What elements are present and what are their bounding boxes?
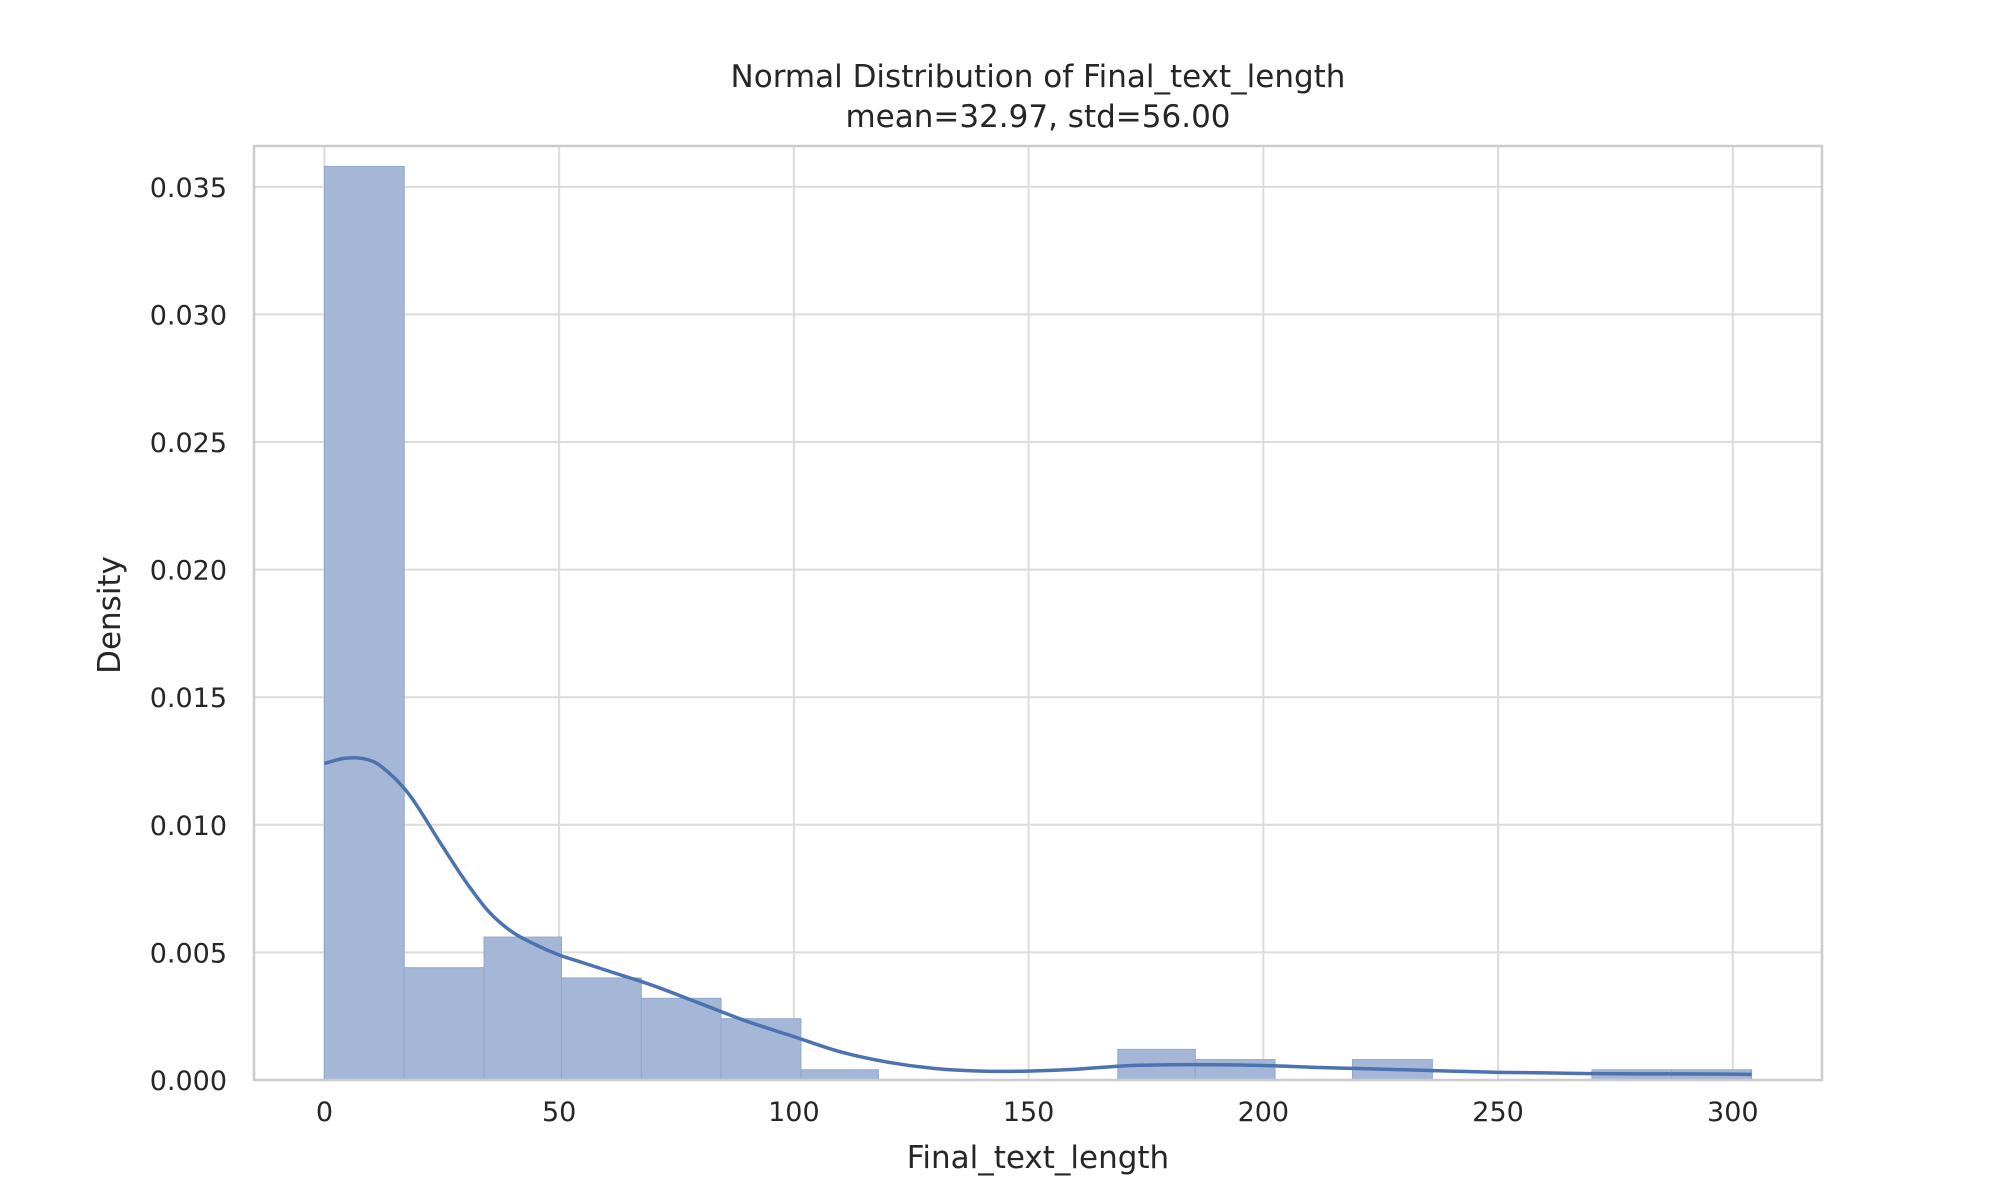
y-tick-label: 0.000 (150, 1066, 227, 1097)
x-tick-labels: 0 50 100 150 200 250 300 (316, 1097, 1759, 1128)
y-tick-labels: 0.000 0.005 0.010 0.015 0.020 0.025 0.030 0.035 (150, 173, 227, 1097)
grid-lines (254, 146, 1822, 1081)
histogram-bars (323, 165, 1753, 1081)
y-tick-label: 0.010 (150, 811, 227, 842)
histogram-bar (1194, 1059, 1276, 1081)
histogram-bar (560, 977, 642, 1081)
x-tick-label: 0 (316, 1097, 333, 1128)
y-tick-label: 0.015 (150, 683, 227, 714)
histogram-bar (403, 967, 485, 1081)
histogram-bar (640, 997, 722, 1081)
y-tick-label: 0.020 (150, 556, 227, 587)
x-tick-label: 50 (542, 1097, 576, 1128)
y-axis-label: Density (92, 556, 128, 674)
x-tick-label: 100 (768, 1097, 820, 1128)
chart-subtitle: mean=32.97, std=56.00 (845, 99, 1230, 135)
plot-frame (252, 144, 1824, 1082)
x-tick-label: 300 (1707, 1097, 1759, 1128)
y-tick-label: 0.025 (150, 428, 227, 459)
x-axis-label: Final_text_length (907, 1140, 1169, 1176)
x-tick-label: 250 (1472, 1097, 1524, 1128)
y-tick-label: 0.030 (150, 300, 227, 331)
histogram-bar (800, 1069, 879, 1081)
histogram-bar (323, 165, 405, 1081)
histogram-bar (483, 936, 562, 1081)
y-tick-label: 0.035 (150, 173, 227, 204)
x-tick-label: 150 (1003, 1097, 1055, 1128)
y-tick-label: 0.005 (150, 938, 227, 969)
x-tick-label: 200 (1238, 1097, 1290, 1128)
kde-curve (323, 755, 1752, 1077)
histogram-bar (720, 1018, 802, 1081)
chart-title: Normal Distribution of Final_text_length (731, 59, 1346, 95)
